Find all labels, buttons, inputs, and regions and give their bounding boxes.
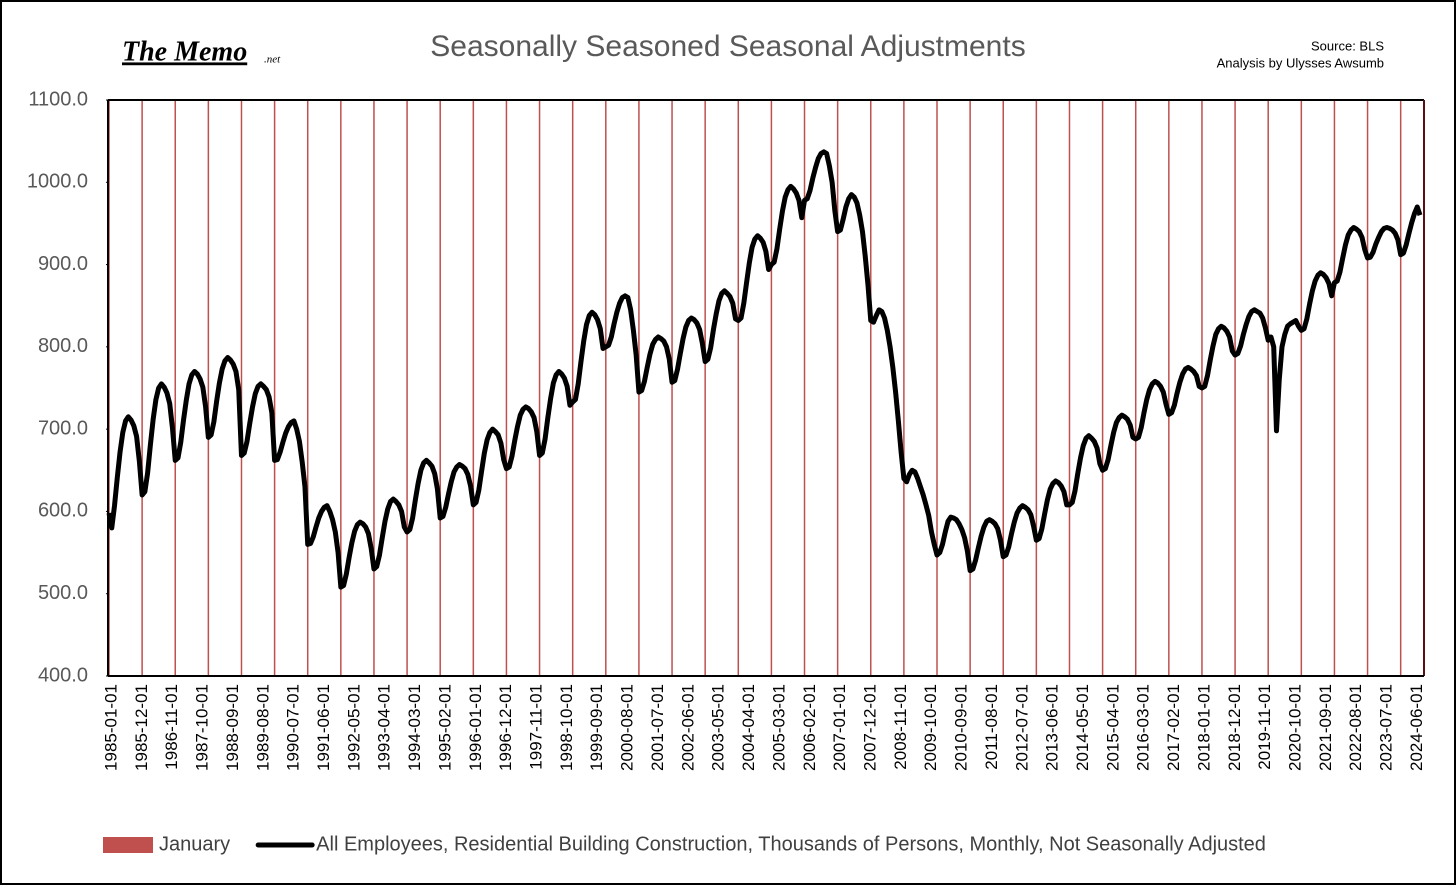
x-tick-label: 1992-05-01 <box>344 684 363 771</box>
legend-swatch <box>103 837 153 853</box>
x-tick-label: 2004-04-01 <box>739 684 758 771</box>
january-bar <box>903 100 905 676</box>
january-bar <box>671 100 673 676</box>
x-tick-label: 1985-12-01 <box>132 684 151 771</box>
x-tick-label: 2008-11-01 <box>891 684 910 770</box>
x-tick-label: 2023-07-01 <box>1377 684 1396 771</box>
january-bar <box>306 100 309 676</box>
x-tick-label: 2007-01-01 <box>830 684 849 771</box>
x-tick-label: 1998-10-01 <box>557 684 576 771</box>
y-tick-label: 1000.0 <box>27 171 88 193</box>
january-bar <box>770 100 773 676</box>
x-tick-label: 2021-09-01 <box>1316 684 1335 771</box>
x-tick-label: 2018-01-01 <box>1194 684 1213 771</box>
x-tick-label: 2009-10-01 <box>921 684 940 771</box>
y-tick-label: 700.0 <box>38 417 88 439</box>
january-bar <box>936 100 938 676</box>
x-tick-label: 2010-09-01 <box>952 684 971 771</box>
january-bar <box>605 100 607 676</box>
y-tick-label: 800.0 <box>38 335 88 357</box>
x-tick-label: 2022-08-01 <box>1346 684 1365 771</box>
x-tick-label: 2016-03-01 <box>1134 684 1153 771</box>
x-tick-label: 1990-07-01 <box>284 684 303 771</box>
january-bar <box>207 100 210 676</box>
analysis: Analysis by Ulysses Awsumb <box>1217 55 1384 70</box>
january-bar <box>836 100 839 676</box>
january-bar <box>1300 100 1303 676</box>
january-bar <box>1399 100 1402 676</box>
y-tick-label: 400.0 <box>38 664 88 686</box>
y-tick-label: 500.0 <box>38 582 88 604</box>
x-tick-label: 1985-01-01 <box>101 684 120 771</box>
january-bar <box>571 100 574 676</box>
x-tick-label: 1994-03-01 <box>405 684 424 771</box>
x-tick-label: 1988-09-01 <box>223 684 242 771</box>
x-tick-label: 1989-08-01 <box>253 684 272 771</box>
x-tick-label: 2024-06-01 <box>1407 684 1426 771</box>
january-bar <box>406 100 408 676</box>
x-tick-label: 1987-10-01 <box>193 684 212 771</box>
january-bar <box>1267 100 1269 676</box>
january-bar <box>273 100 276 676</box>
x-tick-label: 1999-09-01 <box>587 684 606 771</box>
x-tick-label: 2019-11-01 <box>1255 684 1274 770</box>
x-tick-label: 2011-08-01 <box>982 684 1001 770</box>
january-bar <box>1168 100 1170 676</box>
january-bar <box>373 100 375 676</box>
january-bar <box>472 100 475 676</box>
january-bar <box>538 100 541 676</box>
x-tick-label: 1997-11-01 <box>527 684 546 770</box>
january-bar <box>439 100 441 676</box>
january-bar <box>1234 100 1236 676</box>
january-bar <box>141 100 143 676</box>
legend-label: January <box>159 833 230 855</box>
legend-label: All Employees, Residential Building Cons… <box>316 833 1266 855</box>
x-tick-label: 2014-05-01 <box>1073 684 1092 771</box>
logo: The Memo <box>122 36 247 67</box>
x-tick-label: 2002-06-01 <box>678 684 697 771</box>
january-bar <box>1134 100 1137 676</box>
x-tick-label: 2005-03-01 <box>769 684 788 771</box>
y-tick-label: 600.0 <box>38 500 88 522</box>
x-tick-label: 2015-04-01 <box>1103 684 1122 771</box>
january-bar <box>969 100 971 676</box>
january-bar <box>340 100 342 676</box>
x-tick-label: 2000-08-01 <box>618 684 637 771</box>
chart-title: Seasonally Seasoned Seasonal Adjustments <box>430 30 1025 63</box>
january-bar <box>1035 100 1038 676</box>
y-tick-label: 900.0 <box>38 253 88 275</box>
x-tick-label: 1986-11-01 <box>162 684 181 770</box>
january-bar <box>505 100 508 676</box>
x-tick-label: 2003-05-01 <box>709 684 728 771</box>
x-tick-label: 1991-06-01 <box>314 684 333 771</box>
x-tick-label: 1996-12-01 <box>496 684 515 771</box>
january-bar <box>803 100 806 676</box>
x-tick-label: 1995-02-01 <box>435 684 454 771</box>
x-tick-label: 2006-02-01 <box>800 684 819 771</box>
y-tick-label: 1100.0 <box>28 88 88 110</box>
series-line <box>106 149 1423 590</box>
x-tick-label: 2013-06-01 <box>1043 684 1062 771</box>
x-tick-label: 2017-02-01 <box>1164 684 1183 771</box>
x-tick-label: 2007-12-01 <box>860 684 879 771</box>
january-bar <box>1366 100 1369 676</box>
january-bar <box>737 100 740 676</box>
x-tick-label: 1993-04-01 <box>375 684 394 771</box>
january-bar <box>870 100 872 676</box>
x-tick-label: 1996-01-01 <box>466 684 485 771</box>
january-bar <box>1068 100 1071 676</box>
january-bar <box>240 100 243 676</box>
january-bar <box>1333 100 1336 676</box>
x-tick-label: 2018-12-01 <box>1225 684 1244 771</box>
x-tick-label: 2020-10-01 <box>1286 684 1305 771</box>
x-tick-label: 2001-07-01 <box>648 684 667 771</box>
january-bar <box>1101 100 1104 676</box>
source: Source: BLS <box>1311 38 1384 53</box>
january-bar <box>704 100 706 676</box>
x-tick-label: 2012-07-01 <box>1012 684 1031 771</box>
january-bar <box>1002 100 1004 676</box>
january-bar <box>174 100 176 676</box>
logo-suffix: .net <box>264 54 281 66</box>
